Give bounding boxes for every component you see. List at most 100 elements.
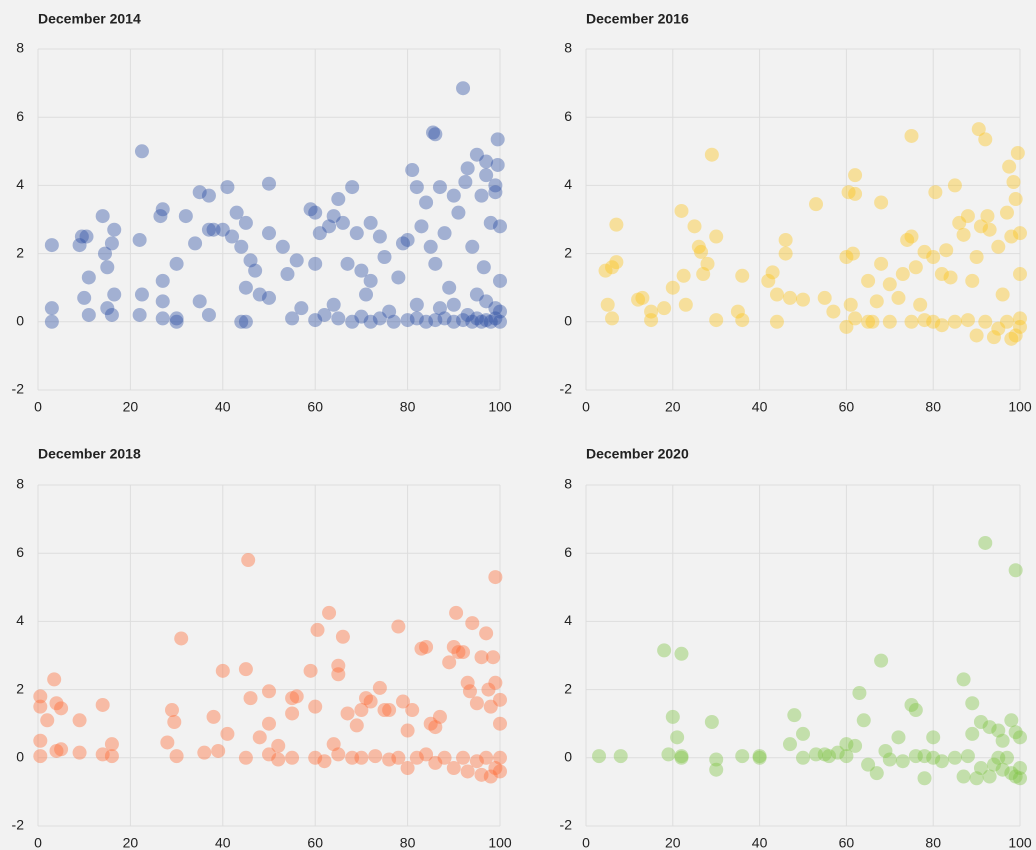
scatter-point xyxy=(926,750,941,765)
scatter-point xyxy=(44,301,59,316)
scatter-point xyxy=(956,227,971,242)
scatter-point xyxy=(104,749,119,764)
scatter-point xyxy=(661,747,676,762)
y-tick-label: 8 xyxy=(16,476,24,492)
scatter-point xyxy=(900,232,915,247)
scatter-point xyxy=(869,294,884,309)
y-tick-label: 8 xyxy=(564,476,572,492)
scatter-point xyxy=(107,287,122,302)
scatter-point xyxy=(822,749,837,764)
scatter-point xyxy=(861,757,876,772)
scatter-point xyxy=(285,706,300,721)
scatter-point xyxy=(874,256,889,271)
scatter-point xyxy=(331,747,346,762)
scatter-point xyxy=(635,290,650,305)
scatter-point xyxy=(234,314,249,329)
scatter-point xyxy=(999,205,1014,220)
scatter-point xyxy=(479,294,494,309)
scatter-point xyxy=(969,771,984,786)
scatter-point xyxy=(856,713,871,728)
scatter-point xyxy=(796,726,810,741)
scatter-point xyxy=(331,667,346,682)
scatter-point xyxy=(335,215,350,230)
scatter-point xyxy=(809,197,824,212)
scatter-point xyxy=(982,222,997,237)
scatter-point xyxy=(488,570,503,585)
scatter-point xyxy=(72,745,87,760)
scatter-point xyxy=(326,297,341,312)
scatter-point xyxy=(826,304,841,319)
scatter-point xyxy=(479,626,494,641)
scatter-point xyxy=(188,236,203,251)
scatter-point xyxy=(493,764,507,779)
scatter-point xyxy=(349,226,364,241)
scatter-point xyxy=(765,265,780,280)
scatter-point xyxy=(965,273,980,288)
scatter-point xyxy=(1004,766,1019,781)
scatter-point xyxy=(980,209,995,224)
scatter-point xyxy=(479,154,494,169)
scatter-point xyxy=(458,174,473,189)
y-tick-label: 0 xyxy=(564,313,572,329)
scatter-point xyxy=(271,738,286,753)
scatter-point xyxy=(973,219,988,234)
scatter-point xyxy=(317,754,332,769)
scatter-point xyxy=(469,311,484,326)
scatter-point xyxy=(289,253,304,268)
y-tick-label: 6 xyxy=(564,108,572,124)
scatter-point xyxy=(908,749,923,764)
scatter-point xyxy=(363,694,378,709)
scatter-point xyxy=(252,287,267,302)
x-tick-label: 40 xyxy=(215,399,231,415)
scatter-point xyxy=(848,311,863,326)
scatter-point xyxy=(238,215,253,230)
scatter-point xyxy=(469,287,484,302)
scatter-point xyxy=(155,202,170,217)
scatter-point xyxy=(991,321,1006,336)
scatter-point xyxy=(95,747,110,762)
scatter-point xyxy=(238,750,253,765)
scatter-point xyxy=(986,330,1001,345)
scatter-point xyxy=(405,163,420,178)
scatter-point xyxy=(155,311,170,326)
scatter-point xyxy=(349,718,364,733)
scatter-point xyxy=(153,209,168,224)
scatter-point xyxy=(400,232,415,247)
scatter-point xyxy=(735,268,750,283)
scatter-point xyxy=(778,246,793,261)
scatter-point xyxy=(796,750,810,765)
scatter-point xyxy=(1004,229,1019,244)
scatter-point xyxy=(234,239,249,254)
scatter-point xyxy=(782,290,797,305)
x-tick-label: 60 xyxy=(839,835,855,850)
scatter-point xyxy=(483,314,498,329)
x-tick-label: 0 xyxy=(582,399,590,415)
scatter-point xyxy=(483,769,498,784)
scatter-point xyxy=(167,714,182,729)
scatter-point xyxy=(308,313,323,328)
x-tick-label: 40 xyxy=(752,835,768,850)
scatter-point xyxy=(488,178,503,193)
scatter-point xyxy=(54,742,69,757)
scatter-point xyxy=(460,764,475,779)
scatter-point xyxy=(644,304,659,319)
scatter-point xyxy=(474,188,489,203)
scatter-point xyxy=(317,307,332,322)
scatter-point xyxy=(169,749,184,764)
scatter-point xyxy=(280,267,295,282)
scatter-point xyxy=(882,277,897,292)
scatter-point xyxy=(869,766,884,781)
scatter-point xyxy=(428,720,443,735)
scatter-point xyxy=(982,720,997,735)
scatter-point xyxy=(169,311,184,326)
y-tick-label: -2 xyxy=(560,381,573,397)
y-tick-label: -2 xyxy=(12,817,25,833)
scatter-point xyxy=(241,553,256,568)
scatter-point xyxy=(419,314,434,329)
x-tick-label: 0 xyxy=(582,835,590,850)
scatter-point xyxy=(104,236,119,251)
scatter-point xyxy=(978,535,993,550)
scatter-point xyxy=(391,750,406,765)
